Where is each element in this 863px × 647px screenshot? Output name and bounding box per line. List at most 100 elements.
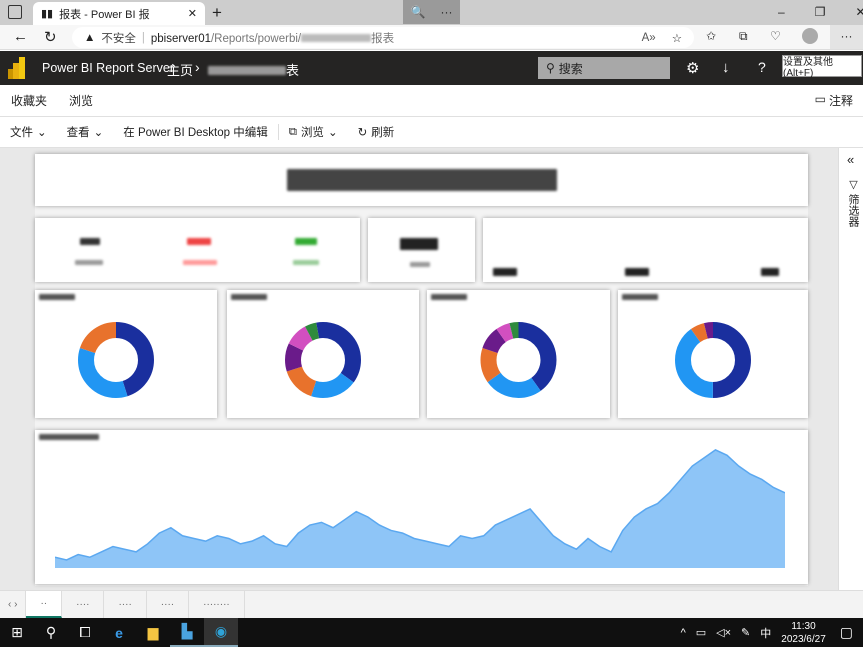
back-icon[interactable]: ← (13, 28, 28, 45)
gear-icon[interactable]: ⚙ (686, 60, 700, 77)
minimize-button[interactable]: – (778, 5, 785, 19)
donut-chart (480, 322, 557, 398)
zoom-popup: 🔍 ··· (403, 0, 460, 24)
search-box[interactable]: ⚲ 搜索 (538, 57, 670, 79)
powerbi-header: Power BI Report Server 主页 › 表 ⚲ 搜索 ⚙ ↓ ? … (0, 51, 863, 85)
url-host: pbiserver01 (150, 32, 211, 45)
ie-icon[interactable]: e (115, 624, 123, 641)
kpi-card-2 (368, 218, 475, 282)
page-tab-5[interactable]: ········ (189, 591, 245, 618)
page-tab-2[interactable]: ···· (62, 591, 105, 618)
refresh-icon[interactable]: ↻ (44, 29, 57, 46)
nav-favorites[interactable]: 收藏夹 (11, 94, 48, 108)
chevron-down-icon: ⌄ (327, 127, 338, 139)
pen-icon[interactable]: ✎ (741, 627, 751, 639)
file-explorer-icon[interactable]: ▆ (147, 624, 159, 640)
comments-button[interactable]: ▭ 注释 (814, 92, 853, 108)
address-bar-row: ← ↻ ▲ 不安全 | pbiserver01/Reports/powerbi/… (0, 25, 863, 50)
donut-chart (675, 322, 751, 398)
comment-icon: ▭ (814, 92, 826, 106)
edge-icon[interactable]: ◉ (204, 618, 238, 647)
download-icon[interactable]: ↓ (722, 59, 730, 76)
zoom-more-button[interactable]: ··· (440, 5, 453, 19)
taskbar: ⊞ ⚲ ⧠ e ▆ ▙ ◉ ^ ▭ ◁× ✎ 中 11:30 2023/6/27 … (0, 618, 863, 647)
report-toolbar: 文件 ⌄ 查看 ⌄ 在 Power BI Desktop 中编辑 ⧉ 浏览 ⌄ ↻ 刷新 (0, 117, 863, 148)
powerbi-logo[interactable] (8, 57, 25, 79)
report-page (35, 154, 808, 586)
favorites-icon[interactable]: ✩ (706, 29, 717, 43)
server-manager-icon[interactable]: ▙ (170, 618, 204, 647)
url-input[interactable]: ▲ 不安全 | pbiserver01/Reports/powerbi/报表 A… (72, 27, 694, 48)
chevron-down-icon: ⌄ (93, 127, 104, 139)
nav-browse[interactable]: 浏览 (69, 94, 94, 108)
donut-slice (285, 322, 361, 398)
url-path: /Reports/powerbi/ (210, 32, 302, 45)
donut-chart (78, 322, 154, 398)
page-scroll-arrows[interactable]: ‹ › (0, 591, 27, 618)
breadcrumb-home[interactable]: 主页 (167, 63, 194, 78)
refresh-icon: ↻ (357, 127, 368, 139)
view-menu[interactable]: 查看 ⌄ (66, 127, 104, 139)
kpi-card-group-3 (483, 218, 808, 282)
show-hidden-icons[interactable]: ^ (680, 626, 686, 639)
nav-bar: 收藏夹 浏览 ▭ 注释 (0, 85, 863, 117)
edit-in-desktop-button[interactable]: 在 Power BI Desktop 中编辑 (113, 124, 279, 140)
kpi-card-group-1 (35, 218, 360, 282)
settings-more-button[interactable]: ··· (830, 25, 863, 49)
warning-icon: ▲ (84, 31, 96, 44)
area-chart (55, 449, 785, 568)
powerbi-chart-icon: ▮▮ (41, 8, 54, 20)
breadcrumb-separator: › (195, 59, 200, 75)
donut-slice (480, 322, 557, 398)
search-icon[interactable]: ⚲ (45, 624, 57, 640)
refresh-button[interactable]: ↻ 刷新 (357, 127, 395, 139)
zoom-icon[interactable]: 🔍 (410, 5, 426, 19)
area-series (55, 449, 785, 568)
collapse-filters-icon[interactable]: « (847, 152, 855, 167)
restore-button[interactable]: ❐ (814, 5, 826, 19)
ime-indicator[interactable]: 中 (760, 627, 772, 640)
page-tab-1[interactable]: ·· (26, 591, 63, 618)
browser-essentials-icon[interactable]: ♡ (770, 29, 781, 43)
favorite-star-icon[interactable]: ☆ (671, 32, 682, 45)
donut-chart-card (227, 290, 419, 418)
url-tail: 报表 (371, 32, 395, 45)
security-label: 不安全 (101, 32, 136, 45)
page-tab-4[interactable]: ···· (147, 591, 190, 618)
file-menu[interactable]: 文件 ⌄ (10, 127, 47, 139)
page-tab-3[interactable]: ···· (104, 591, 147, 618)
network-icon[interactable]: ▭ (695, 627, 707, 639)
volume-muted-icon[interactable]: ◁× (716, 627, 732, 639)
donut-chart-card (427, 290, 610, 418)
help-icon[interactable]: ? (758, 59, 766, 75)
browse-menu[interactable]: ⧉ 浏览 ⌄ (288, 125, 338, 140)
tab-actions-icon[interactable] (8, 5, 22, 19)
collections-icon[interactable]: ⧉ (739, 29, 748, 43)
new-tab-button[interactable]: + (212, 3, 222, 22)
breadcrumb-report: 表 (208, 60, 299, 79)
donut-slice (675, 322, 751, 398)
filters-pane[interactable]: « ▽ 筛选器 (838, 148, 863, 590)
close-tab-icon[interactable]: ✕ (187, 8, 197, 20)
app-name[interactable]: Power BI Report Server (42, 61, 174, 75)
close-window-button[interactable]: ✕ (855, 5, 863, 19)
chevron-down-icon: ⌄ (37, 127, 47, 139)
clock[interactable]: 11:30 2023/6/27 (781, 620, 826, 645)
area-chart-card (35, 430, 808, 584)
read-aloud-icon[interactable]: A» (641, 31, 656, 44)
area-line (55, 449, 785, 561)
windows-start-icon[interactable]: ⊞ (11, 624, 23, 640)
donut-chart-card (618, 290, 808, 418)
profile-avatar[interactable] (802, 28, 818, 44)
page-tabs: ‹ › ·· ···· ···· ···· ········ (0, 590, 863, 618)
report-canvas (0, 148, 838, 590)
search-icon: ⚲ (546, 61, 555, 75)
notifications-icon[interactable]: ▢ (839, 624, 853, 640)
report-title (35, 154, 808, 206)
browser-tab-active[interactable]: ▮▮ 报表 - Power BI 报 ✕ (33, 2, 205, 25)
tab-title: 报表 - Power BI 报 (59, 8, 150, 21)
donut-slice (480, 322, 557, 398)
donut-chart (285, 322, 361, 398)
task-view-icon[interactable]: ⧠ (79, 624, 91, 640)
donut-slice (675, 322, 751, 398)
